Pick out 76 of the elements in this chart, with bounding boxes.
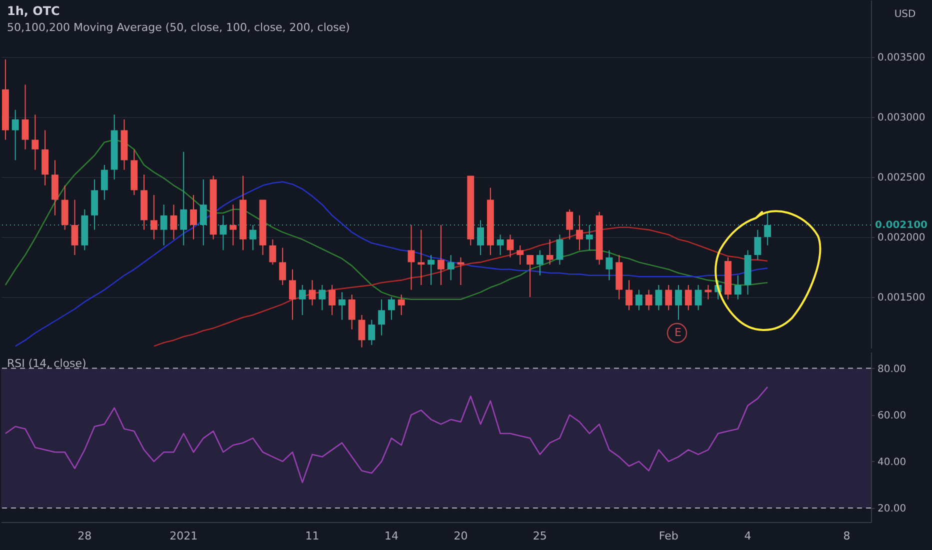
candlestick — [536, 250, 544, 276]
candlestick — [734, 274, 742, 300]
candlestick — [190, 194, 197, 240]
y-tick-label: 0.002000 — [878, 232, 926, 244]
y-tick-label: 80.00 — [878, 364, 906, 375]
text: 50,100,200 Moving Average (50, close, 100, close, 200, close) — [7, 21, 350, 34]
x-tick-label: Feb — [658, 530, 678, 542]
candlestick — [22, 84, 29, 150]
y-tick-label: 0.002500 — [878, 172, 926, 184]
candlestick — [328, 284, 336, 316]
candlestick — [348, 294, 356, 330]
candlestick — [496, 234, 504, 256]
candlestick — [526, 254, 534, 298]
candlestick — [12, 109, 19, 161]
candlestick — [546, 238, 554, 266]
candlestick — [645, 289, 652, 311]
candlestick — [516, 244, 524, 266]
candlestick — [318, 284, 326, 311]
candlestick — [576, 214, 583, 251]
annotation: E — [674, 326, 682, 339]
line-series — [14, 181, 768, 347]
ref-line-label: 0.002100 — [875, 220, 928, 231]
candlestick — [506, 234, 514, 258]
candlestick — [635, 289, 642, 311]
candlestick — [308, 280, 316, 306]
candlestick — [418, 229, 425, 286]
candlestick — [100, 164, 108, 200]
candlestick — [626, 280, 632, 311]
candlestick — [675, 284, 682, 320]
line-series — [153, 226, 768, 347]
candlestick — [368, 319, 376, 346]
y-tick-label: 40.00 — [878, 456, 906, 468]
candlestick — [358, 314, 366, 348]
candlestick — [684, 284, 692, 311]
candlestick — [566, 208, 574, 240]
candlestick — [665, 284, 672, 311]
text: USD — [894, 9, 916, 20]
candlestick — [170, 204, 178, 240]
y-tick-label: 60.00 — [878, 410, 906, 422]
candlestick — [754, 229, 762, 260]
candlestick — [408, 224, 415, 290]
candlestick — [388, 296, 395, 320]
x-tick-label: 2021 — [170, 530, 198, 542]
y-tick-label: 20.00 — [878, 504, 906, 515]
x-tick-label: 28 — [78, 530, 92, 542]
x-tick-label: 8 — [843, 530, 850, 542]
y-tick-label: 0.001500 — [878, 292, 926, 304]
candlestick — [457, 256, 464, 286]
x-tick-label: 4 — [744, 530, 752, 542]
x-tick-label: 20 — [454, 530, 468, 542]
candlestick — [71, 199, 78, 256]
text: RSI (14, close) — [7, 357, 86, 370]
candlestick — [398, 294, 405, 316]
candlestick — [32, 114, 39, 170]
y-tick-label: 0.003000 — [878, 112, 926, 124]
candlestick — [279, 247, 286, 286]
candlestick — [447, 254, 454, 281]
candlestick — [150, 194, 158, 240]
candlestick — [655, 284, 662, 311]
candlestick — [437, 224, 444, 286]
candlestick — [606, 250, 613, 281]
x-tick-label: 25 — [532, 530, 547, 542]
candlestick — [378, 298, 386, 336]
x-tick-label: 14 — [384, 530, 398, 542]
candlestick — [556, 234, 564, 266]
y-tick-label: 0.003500 — [878, 52, 926, 64]
candlestick — [230, 204, 237, 246]
candlestick — [289, 268, 296, 320]
x-tick-label: 11 — [305, 530, 320, 542]
candlestick — [338, 292, 346, 320]
chart-title: 1h, OTC — [7, 4, 60, 18]
line-series — [4, 386, 768, 484]
candlestick — [694, 284, 702, 311]
candlestick — [428, 254, 435, 286]
candlestick — [298, 284, 306, 316]
candlestick — [269, 238, 276, 266]
